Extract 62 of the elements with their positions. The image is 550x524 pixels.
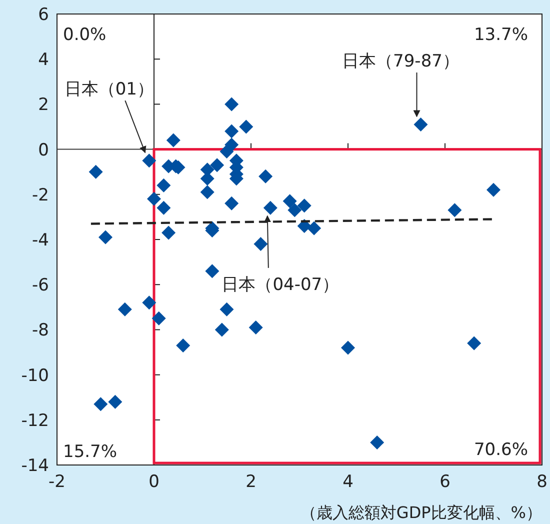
point <box>467 336 482 350</box>
annotation: 日本（01） <box>64 80 154 100</box>
point <box>224 124 239 138</box>
y-tick-label: -8 <box>32 320 49 341</box>
x-tick-label: 0 <box>148 472 160 492</box>
point <box>254 237 268 252</box>
point <box>98 230 112 244</box>
point <box>297 198 312 213</box>
point <box>307 221 322 236</box>
point <box>94 397 108 412</box>
point <box>152 311 166 326</box>
point <box>258 169 273 184</box>
x-tick-label: 8 <box>536 472 548 492</box>
point <box>176 338 190 352</box>
y-tick-label: -10 <box>21 366 49 386</box>
x-tick-label: 6 <box>440 472 450 492</box>
point <box>220 302 234 316</box>
annotation: 0.0% <box>63 25 106 45</box>
x-tick-label: 4 <box>342 472 354 492</box>
point <box>200 185 214 200</box>
point <box>288 203 302 218</box>
x-tick-label: 2 <box>246 472 256 492</box>
point <box>142 296 156 310</box>
point <box>263 200 278 215</box>
point <box>166 133 180 148</box>
point <box>214 322 229 337</box>
y-tick-label: 2 <box>38 95 49 116</box>
y-tick-label: -6 <box>32 276 49 296</box>
point <box>239 120 254 134</box>
point <box>486 182 500 197</box>
point <box>224 196 239 210</box>
point <box>448 203 462 218</box>
y-tick-label: -4 <box>32 230 49 250</box>
x-axis-title: （歳入総額対GDP比変化幅、%） <box>300 503 542 522</box>
point <box>205 264 220 278</box>
y-tick-label: 0 <box>38 140 49 160</box>
point <box>156 178 171 192</box>
point <box>414 117 428 132</box>
annotation: 日本（04-07） <box>222 274 340 295</box>
point <box>118 302 132 316</box>
point <box>341 340 355 355</box>
point <box>210 158 224 172</box>
y-tick-label: -14 <box>21 456 49 476</box>
point <box>282 194 297 208</box>
point <box>156 200 171 215</box>
y-tick-label: 6 <box>38 5 49 25</box>
annotation: 70.6% <box>474 440 528 460</box>
point <box>88 164 103 179</box>
y-tick-label: 4 <box>38 50 49 70</box>
y-tick-label: -12 <box>21 410 49 431</box>
point <box>220 144 234 159</box>
point <box>147 192 161 206</box>
point <box>108 394 122 409</box>
annotation: 15.7% <box>63 442 118 462</box>
annotation: 13.7% <box>474 25 528 45</box>
y-tick-label: -2 <box>32 185 49 206</box>
point <box>224 97 239 112</box>
point <box>248 320 263 334</box>
point <box>162 226 176 240</box>
annotation: 日本（79-87） <box>342 51 460 72</box>
point <box>142 154 156 168</box>
point <box>370 435 384 450</box>
